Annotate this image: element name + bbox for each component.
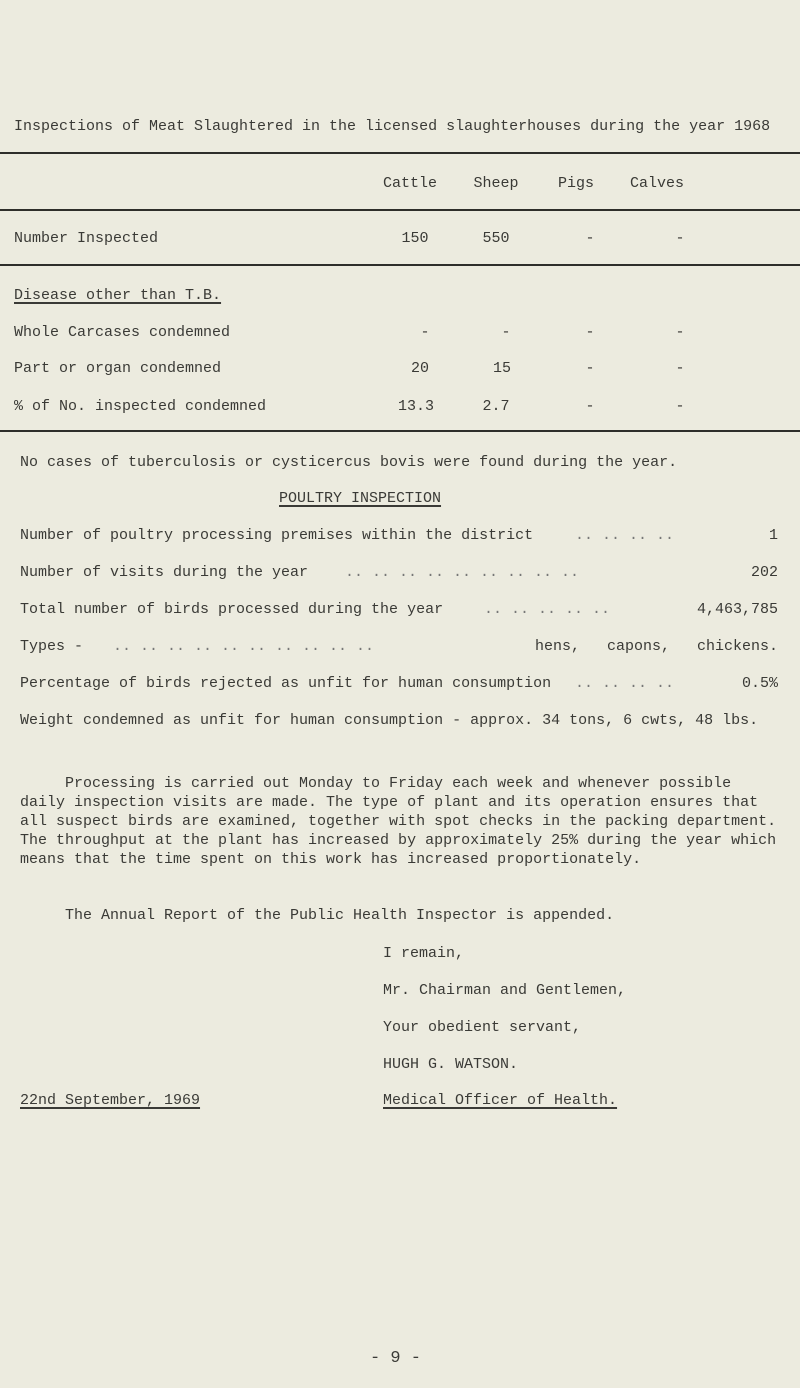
cell: 2.7 (482, 398, 510, 415)
tb-note: No cases of tuberculosis or cysticercus … (20, 454, 678, 471)
poultry-heading: POULTRY INSPECTION (279, 490, 442, 507)
divider (0, 209, 800, 211)
processing-paragraph: Processing is carried out Monday to Frid… (20, 774, 780, 869)
column-header-sheep: Sheep (473, 175, 519, 192)
cell: - (675, 360, 685, 377)
poultry-item-label: Percentage of birds rejected as unfit fo… (20, 675, 552, 692)
row-label: Whole Carcases condemned (14, 324, 231, 341)
poultry-item-value: hens, capons, chickens. (534, 638, 778, 655)
row-label: % of No. inspected condemned (14, 398, 267, 415)
poultry-item-label: Weight condemned as unfit for human cons… (20, 712, 759, 729)
closing-line: I remain, (383, 945, 465, 962)
section-heading: Disease other than T.B. (14, 287, 222, 304)
cell: - (585, 398, 595, 415)
poultry-item-value: 1 (768, 527, 778, 544)
signature: HUGH G. WATSON. (383, 1056, 519, 1073)
cell: 150 (401, 230, 429, 247)
cell: 20 (410, 360, 429, 377)
page-number: - 9 - (370, 1349, 422, 1368)
poultry-item-label: Total number of birds processed during t… (20, 601, 444, 618)
closing-line: Mr. Chairman and Gentlemen, (383, 982, 627, 999)
row-label: Number Inspected (14, 230, 159, 247)
poultry-item-value: 0.5% (741, 675, 778, 692)
page-title: Inspections of Meat Slaughtered in the l… (14, 118, 771, 135)
poultry-item-value: 202 (750, 564, 778, 581)
cell: - (420, 324, 430, 341)
cell: - (585, 360, 595, 377)
row-label: Part or organ condemned (14, 360, 222, 377)
divider (0, 152, 800, 154)
leader-dots: .. .. .. .. .. (484, 601, 611, 618)
cell: - (675, 230, 685, 247)
signatory-title: Medical Officer of Health. (383, 1092, 618, 1109)
letter-date: 22nd September, 1969 (20, 1092, 201, 1109)
poultry-item-label: Number of poultry processing premises wi… (20, 527, 534, 544)
cell: - (585, 230, 595, 247)
cell: - (501, 324, 511, 341)
leader-dots: .. .. .. .. (575, 527, 675, 544)
divider (0, 264, 800, 266)
column-header-calves: Calves (629, 175, 684, 192)
poultry-item-label: Types - (20, 638, 84, 655)
poultry-item-value: 4,463,785 (696, 601, 778, 618)
cell: 15 (492, 360, 511, 377)
annual-report-note: The Annual Report of the Public Health I… (65, 907, 615, 924)
poultry-item-label: Number of visits during the year (20, 564, 309, 581)
leader-dots: .. .. .. .. .. .. .. .. .. .. (113, 638, 375, 655)
leader-dots: .. .. .. .. (575, 675, 675, 692)
paragraph-text: Processing is carried out Monday to Frid… (20, 775, 777, 868)
column-header-pigs: Pigs (557, 175, 594, 192)
divider (0, 430, 800, 432)
cell: - (585, 324, 595, 341)
closing-line: Your obedient servant, (383, 1019, 582, 1036)
cell: 550 (482, 230, 510, 247)
cell: - (675, 324, 685, 341)
leader-dots: .. .. .. .. .. .. .. .. .. (345, 564, 580, 581)
cell: - (675, 398, 685, 415)
column-header-cattle: Cattle (382, 175, 437, 192)
cell: 13.3 (397, 398, 434, 415)
